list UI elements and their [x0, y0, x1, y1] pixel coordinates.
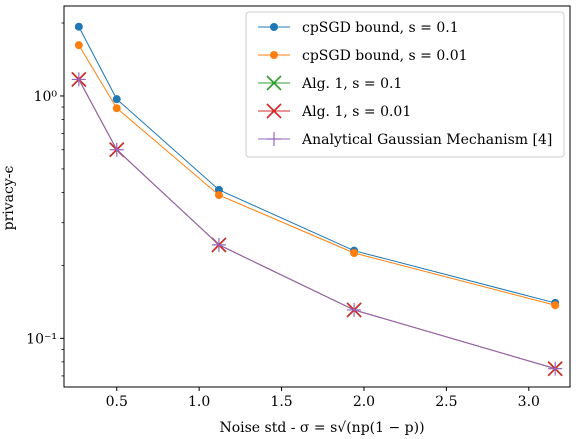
- x-tick-label: 0.5: [106, 394, 128, 410]
- legend-marker: [270, 23, 278, 31]
- legend-entry-label: Alg. 1, s = 0.1: [301, 76, 402, 92]
- x-axis-ticks: 0.5 1.0 1.5 2.0 2.5 3.0: [106, 387, 540, 410]
- legend-entry-label: cpSGD bound, s = 0.01: [302, 48, 468, 64]
- x-tick-label: 3.0: [518, 394, 540, 410]
- y-axis-label: privacy-ϵ: [1, 165, 17, 230]
- data-point: [350, 248, 359, 257]
- legend-marker: [270, 51, 278, 59]
- x-tick-label: 1.5: [270, 394, 292, 410]
- legend-entry-label: Alg. 1, s = 0.01: [301, 104, 411, 120]
- x-tick-label: 1.0: [188, 394, 210, 410]
- x-tick-label: 2.0: [353, 394, 375, 410]
- y-tick-label: 10⁰: [34, 89, 58, 105]
- x-axis-label: Noise std - σ = s√(np(1 − p)): [219, 420, 424, 436]
- x-tick-label: 2.5: [435, 394, 457, 410]
- series-layer: [71, 22, 563, 377]
- data-point: [548, 361, 563, 376]
- data-point: [551, 301, 560, 310]
- data-point: [112, 95, 121, 104]
- series-4: [71, 72, 563, 376]
- legend-box: [245, 11, 565, 158]
- data-point: [211, 237, 226, 252]
- data-point: [112, 104, 121, 113]
- legend-entry-label: cpSGD bound, s = 0.1: [302, 20, 459, 36]
- data-point: [214, 191, 223, 200]
- plot-frame: [63, 5, 571, 388]
- data-point: [74, 22, 83, 31]
- data-point: [71, 72, 86, 87]
- legend-entry-label: Analytical Gaussian Mechanism [4]: [301, 132, 552, 148]
- y-axis-ticks: 10⁻¹ 10⁰: [26, 22, 64, 377]
- legend-marker: [267, 132, 281, 146]
- legend: cpSGD bound, s = 0.1 cpSGD bound, s = 0.0…: [245, 11, 565, 158]
- data-point: [347, 302, 362, 317]
- legend-marker: [266, 75, 282, 91]
- y-tick-label: 10⁻¹: [26, 331, 57, 347]
- data-point: [109, 142, 124, 157]
- legend-marker: [266, 103, 282, 119]
- series-1: [74, 41, 560, 310]
- data-point: [74, 41, 83, 50]
